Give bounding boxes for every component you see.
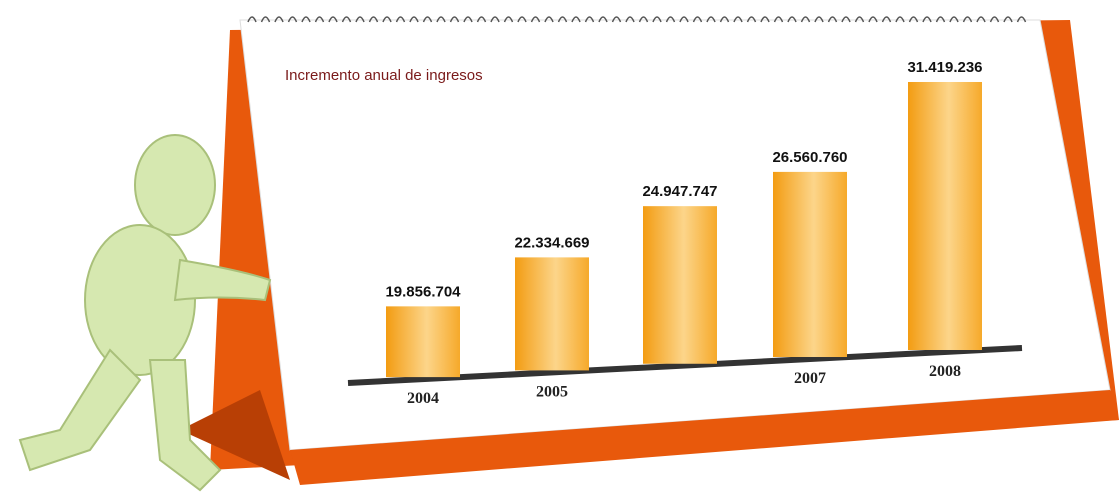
ring bbox=[652, 16, 662, 23]
ring bbox=[827, 16, 838, 23]
ring bbox=[314, 16, 325, 23]
ring bbox=[814, 16, 824, 23]
ring bbox=[719, 16, 730, 23]
ring bbox=[854, 16, 865, 23]
ring bbox=[395, 16, 406, 23]
ring bbox=[571, 16, 581, 23]
bar bbox=[515, 257, 589, 371]
ring bbox=[463, 16, 473, 23]
ring bbox=[922, 16, 932, 23]
ring bbox=[409, 16, 419, 23]
bar bbox=[643, 206, 717, 364]
bar bbox=[908, 81, 982, 350]
ring bbox=[881, 16, 892, 23]
chart-title: Incremento anual de ingresos bbox=[285, 67, 483, 84]
ring bbox=[490, 16, 500, 23]
ring bbox=[544, 16, 554, 23]
ring bbox=[287, 16, 298, 23]
ring bbox=[1016, 16, 1027, 23]
ring bbox=[746, 16, 757, 23]
ring bbox=[868, 16, 878, 23]
ring bbox=[679, 16, 689, 23]
ring bbox=[706, 16, 716, 23]
ring bbox=[517, 16, 527, 23]
ring bbox=[247, 16, 257, 23]
ring bbox=[476, 16, 487, 23]
ring bbox=[260, 16, 271, 23]
ring bbox=[949, 16, 959, 23]
value-label: 31.419.236 bbox=[907, 59, 982, 76]
ring bbox=[584, 16, 595, 23]
ring bbox=[355, 16, 365, 23]
bar bbox=[386, 306, 460, 378]
ring bbox=[962, 16, 973, 23]
figure bbox=[18, 134, 272, 492]
ring bbox=[368, 16, 379, 23]
ring bbox=[895, 16, 905, 23]
value-label: 19.856.704 bbox=[385, 283, 461, 300]
baseline bbox=[347, 345, 1023, 386]
ring bbox=[800, 16, 811, 23]
rings bbox=[247, 16, 1027, 23]
ring bbox=[733, 16, 743, 23]
ring bbox=[692, 16, 703, 23]
ring bbox=[341, 16, 352, 23]
ring bbox=[449, 16, 460, 23]
ring bbox=[274, 16, 284, 23]
value-label: 26.560.760 bbox=[772, 149, 847, 166]
ring bbox=[760, 16, 770, 23]
ring bbox=[1003, 16, 1013, 23]
ring bbox=[665, 16, 676, 23]
ring bbox=[328, 16, 338, 23]
value-label: 24.947.747 bbox=[642, 183, 717, 200]
x-tick-label: 2007 bbox=[794, 370, 826, 387]
value-label: 22.334.669 bbox=[514, 234, 589, 251]
ring bbox=[422, 16, 433, 23]
ring bbox=[598, 16, 608, 23]
calendar-side bbox=[180, 390, 290, 480]
ring bbox=[557, 16, 568, 23]
ring bbox=[989, 16, 1000, 23]
ring bbox=[382, 16, 392, 23]
x-tick-label: 2008 bbox=[929, 363, 961, 380]
ring bbox=[935, 16, 946, 23]
ring bbox=[503, 16, 514, 23]
ring bbox=[436, 16, 446, 23]
x-tick-label: 2004 bbox=[407, 390, 439, 407]
x-tick-label: 2005 bbox=[536, 383, 568, 400]
ring bbox=[530, 16, 541, 23]
ring bbox=[773, 16, 784, 23]
bar bbox=[773, 171, 847, 358]
ring bbox=[841, 16, 851, 23]
ring bbox=[787, 16, 797, 23]
ring bbox=[638, 16, 649, 23]
ring bbox=[976, 16, 986, 23]
calendar-base bbox=[290, 390, 1119, 485]
ring bbox=[908, 16, 919, 23]
ring bbox=[611, 16, 622, 23]
ring bbox=[301, 16, 311, 23]
ring bbox=[625, 16, 635, 23]
